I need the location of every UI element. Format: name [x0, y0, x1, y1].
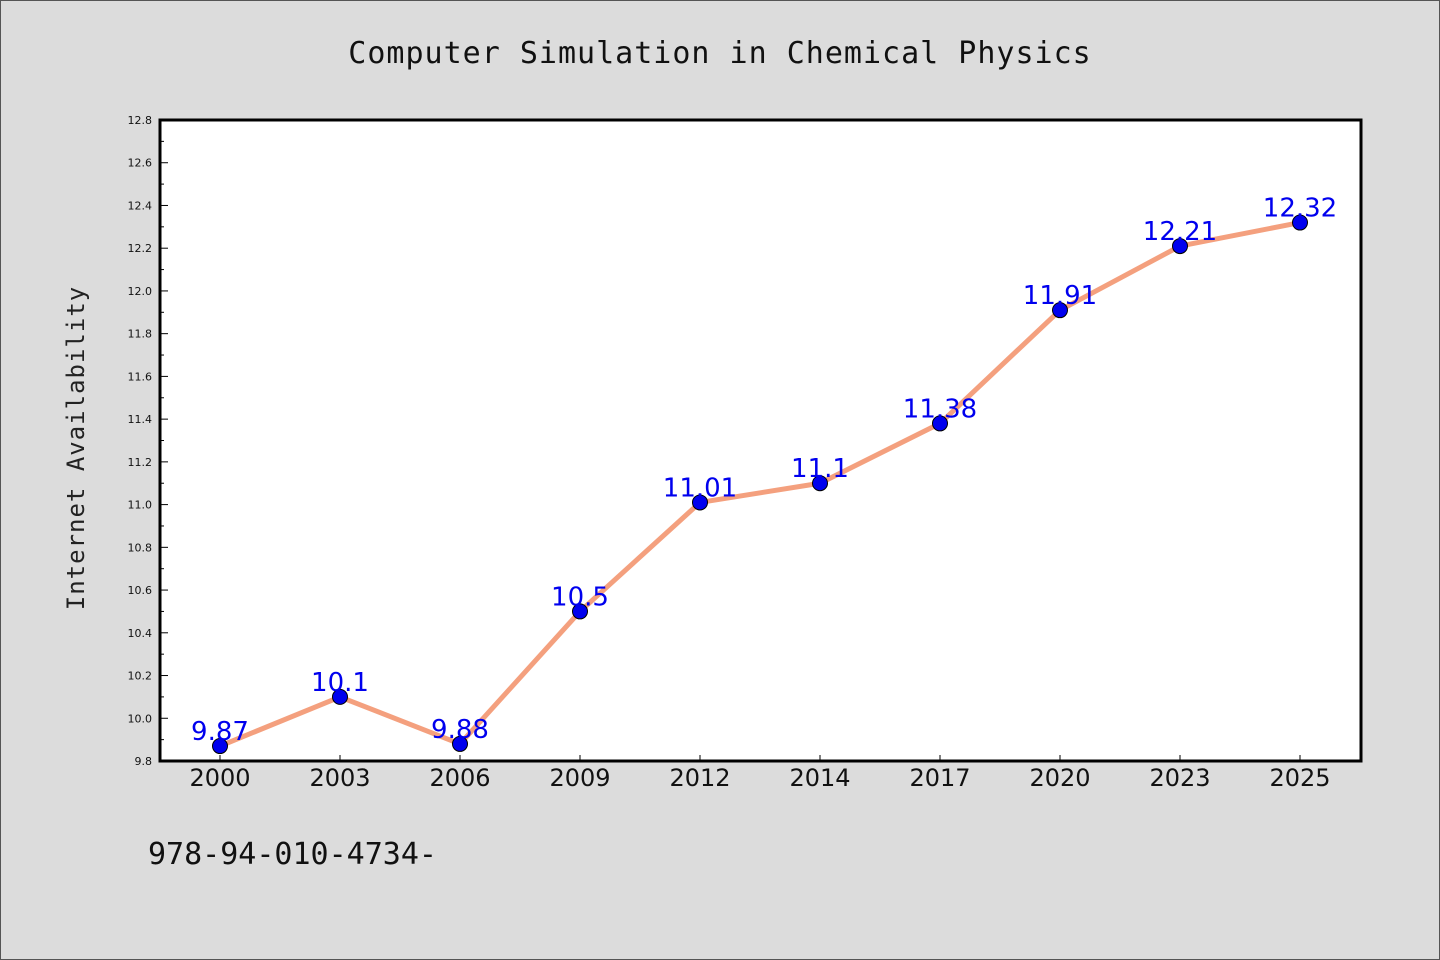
y-axis-ticks: 9.8 10.0 10.2 10.4 10.6 10.8 11.0 11.2 11.4 11.6 1… — [128, 114, 168, 768]
y-tick-label: 11.2 — [128, 456, 153, 469]
data-point — [1172, 238, 1188, 255]
data-point — [692, 494, 708, 511]
data-label: 12.21 — [1143, 217, 1217, 247]
x-tick-label: 2017 — [909, 764, 970, 792]
data-point — [332, 688, 348, 705]
x-tick-label: 2006 — [429, 764, 490, 792]
x-tick-label: 2020 — [1029, 764, 1090, 792]
data-label: 11.1 — [791, 454, 849, 484]
x-tick-label: 2023 — [1149, 764, 1210, 792]
data-point — [212, 738, 228, 755]
y-tick-label: 11.0 — [128, 499, 153, 512]
x-tick-label: 2012 — [669, 764, 730, 792]
data-point — [1052, 302, 1068, 319]
y-axis-label: Internet Availability — [62, 286, 90, 610]
y-tick-label: 10.0 — [128, 712, 153, 725]
data-label: 10.1 — [311, 668, 369, 698]
data-point — [812, 475, 828, 492]
x-tick-label: 2009 — [549, 764, 610, 792]
data-label: 11.01 — [663, 473, 737, 503]
data-label: 11.91 — [1023, 281, 1097, 311]
y-tick-label: 11.6 — [128, 370, 153, 383]
y-tick-label: 11.8 — [128, 328, 153, 341]
y-tick-label: 10.8 — [128, 541, 153, 554]
x-tick-label: 2025 — [1269, 764, 1330, 792]
y-tick-label: 10.2 — [128, 670, 153, 683]
y-tick-label: 12.4 — [128, 199, 153, 212]
data-label: 12.32 — [1263, 194, 1337, 224]
y-tick-label: 12.8 — [128, 114, 153, 127]
y-tick-label: 10.4 — [128, 627, 153, 640]
data-point — [572, 603, 588, 620]
y-tick-label: 12.0 — [128, 285, 153, 298]
x-tick-label: 2003 — [309, 764, 370, 792]
data-point — [932, 415, 948, 432]
data-point — [452, 735, 468, 752]
footer-code: 978-94-010-4734- — [148, 837, 437, 872]
x-tick-label: 2000 — [189, 764, 250, 792]
plot-area — [158, 118, 1363, 763]
data-label: 10.5 — [551, 582, 609, 612]
data-label: 11.38 — [903, 394, 977, 424]
x-tick-label: 2014 — [789, 764, 850, 792]
chart-title: Computer Simulation in Chemical Physics — [348, 36, 1091, 71]
y-tick-label: 10.6 — [128, 584, 153, 597]
y-tick-label: 12.6 — [128, 157, 153, 170]
data-label: 9.88 — [431, 715, 489, 745]
series-layer: 9.87 10.1 9.88 10.5 11.01 11.1 11.38 11.91 12.21… — [191, 194, 1337, 755]
y-tick-label: 9.8 — [135, 755, 153, 768]
data-point — [1292, 214, 1308, 231]
y-tick-label: 12.2 — [128, 242, 153, 255]
series-line — [217, 220, 1303, 749]
y-tick-label: 11.4 — [128, 413, 153, 426]
data-label: 9.87 — [191, 717, 249, 747]
x-axis-ticks: 2000 2003 2006 2009 2012 2014 2017 2020 2023 2025 — [189, 755, 1331, 792]
